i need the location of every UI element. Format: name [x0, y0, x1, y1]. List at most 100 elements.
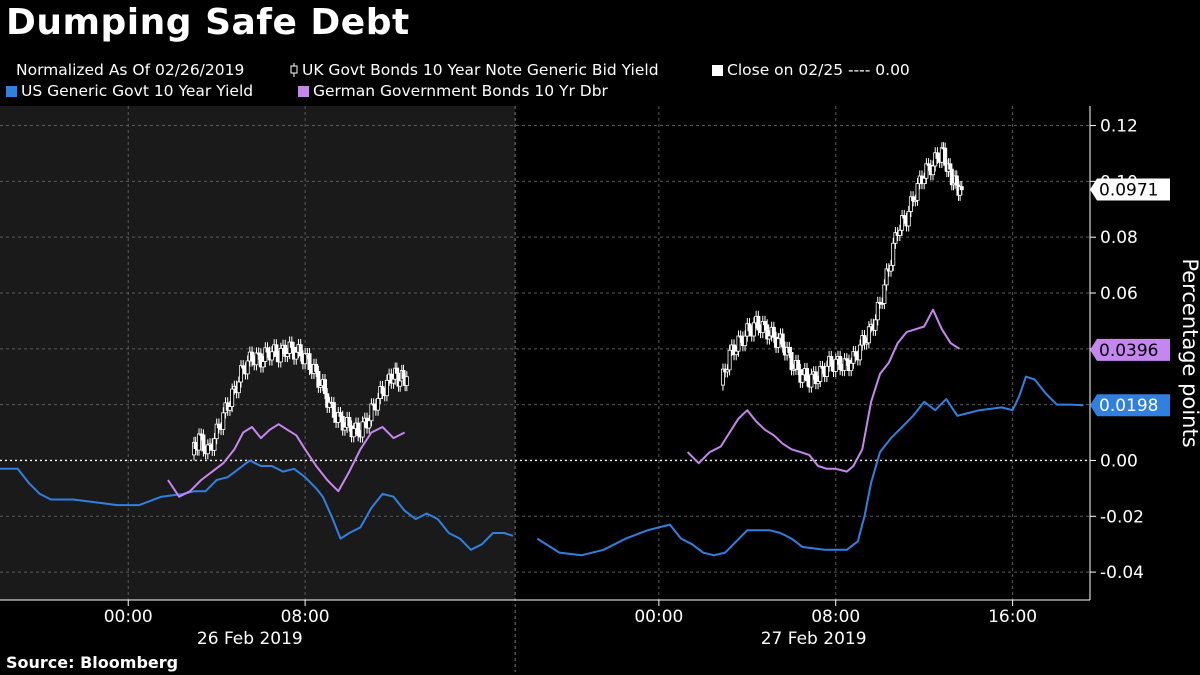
uk-candle-body	[935, 152, 940, 159]
uk-candle-body	[274, 344, 279, 357]
uk-candle-body	[221, 412, 226, 430]
uk-candle-body	[250, 351, 255, 362]
uk-candle-body	[949, 168, 954, 186]
legend-de: German Government Bonds 10 Yr Dbr	[298, 82, 608, 100]
uk-candle-body	[323, 379, 328, 395]
uk-candle-body	[367, 420, 372, 429]
uk-candle-body	[212, 438, 217, 451]
uk-candle-body	[844, 358, 849, 361]
uk-candle-body	[891, 242, 896, 266]
uk-candle-body	[389, 373, 394, 384]
uk-candle-body	[787, 346, 792, 353]
uk-candle-body	[331, 402, 336, 418]
uk-candle-body	[369, 403, 374, 422]
legend-us-label: US Generic Govt 10 Year Yield	[21, 82, 254, 100]
uk-candle-body	[732, 344, 737, 356]
uk-candle-body	[285, 353, 290, 357]
uk-candle-body	[875, 301, 880, 321]
uk-candle-body	[325, 393, 330, 408]
legend-uk: UK Govt Bonds 10 Year Note Generic Bid Y…	[289, 61, 659, 79]
uk-candle-body	[813, 371, 818, 385]
uk-candle-body	[214, 423, 219, 440]
uk-candle-body	[736, 335, 741, 352]
uk-candle-body	[913, 199, 918, 202]
legend-close-label: Close on 02/25 ---- 0.00	[727, 61, 910, 79]
uk-candle-body	[833, 358, 838, 372]
uk-candle-body	[196, 433, 201, 451]
uk-candle-body	[760, 321, 765, 333]
legend-normalized: Normalized As Of 02/26/2019	[16, 61, 244, 79]
y-axis-label: Percentage points	[1178, 258, 1200, 447]
uk-candle-body	[922, 177, 927, 185]
uk-candle-body	[265, 347, 270, 353]
uk-candle-body	[765, 324, 770, 340]
legend-normalized-label: Normalized As Of 02/26/2019	[16, 61, 245, 79]
uk-candle-body	[261, 361, 266, 368]
legend-close: Close on 02/25 ---- 0.00	[712, 61, 910, 79]
uk-candle-body	[829, 356, 834, 367]
uk-candle-body	[853, 351, 858, 357]
y-tick-label: 0.06	[1100, 284, 1138, 304]
uk-candle-body	[342, 426, 347, 431]
uk-candle-body	[931, 165, 936, 176]
uk-candle-body	[959, 186, 964, 191]
german-yield-line-0	[167, 423, 406, 498]
uk-candle-body	[800, 374, 805, 383]
uk-candle-body	[376, 398, 381, 411]
y-tick-label: 0.00	[1100, 451, 1138, 471]
uk-candle-body	[780, 333, 785, 348]
uk-candle-body	[873, 319, 878, 331]
uk-candle-body	[889, 264, 894, 272]
uk-candle-body	[230, 388, 235, 407]
source-note: Source: Bloomberg	[6, 653, 179, 672]
uk-candle-body	[767, 335, 772, 340]
uk-candle-body	[838, 355, 843, 370]
uk-candle-body	[258, 353, 263, 368]
uk-candle-body	[303, 353, 308, 365]
candlestick-icon	[290, 63, 298, 77]
uk-candle-body	[394, 367, 399, 374]
uk-candle-body	[236, 381, 241, 394]
uk-candle-body	[926, 163, 931, 166]
uk-candle-body	[743, 335, 748, 347]
uk-candle-body	[776, 338, 781, 348]
uk-candle-body	[720, 368, 725, 386]
uk-candle-body	[858, 344, 863, 361]
uk-candle-body	[278, 347, 283, 363]
uk-candle-body	[911, 196, 916, 202]
uk-candle-body	[939, 147, 944, 163]
uk-candle-body	[283, 344, 288, 357]
uk-candle-body	[316, 370, 321, 388]
uk-candle-body	[893, 232, 898, 244]
y-tick-label: -0.04	[1100, 563, 1144, 583]
uk-candle-body	[294, 351, 299, 360]
uk-candle-body	[789, 352, 794, 371]
uk-candle-body	[201, 434, 206, 452]
legend-uk-label: UK Govt Bonds 10 Year Note Generic Bid Y…	[302, 61, 659, 79]
uk-candle-body	[900, 215, 905, 231]
uk-candle-body	[751, 322, 756, 337]
uk-candle-body	[263, 347, 268, 362]
uk-candle-body	[906, 211, 911, 227]
uk-candle-body	[734, 350, 739, 356]
uk-candle-body	[771, 326, 776, 338]
uk-candle-body	[816, 381, 821, 385]
uk-candle-body	[882, 284, 887, 304]
uk-candle-body	[327, 401, 332, 408]
x-tick-label: 00:00	[104, 607, 153, 627]
x-date-label: 27 Feb 2019	[761, 629, 867, 649]
uk-candle-body	[245, 360, 250, 375]
x-tick-label: 00:00	[634, 607, 683, 627]
y-tick-label: 0.08	[1100, 228, 1138, 248]
uk-candle-body	[727, 349, 732, 371]
uk-candle-body	[241, 365, 246, 369]
legend-row-1: Normalized As Of 02/26/2019 UK Govt Bond…	[6, 61, 1186, 81]
german-last-value-tag-label: 0.0396	[1099, 341, 1158, 361]
uk-candle-body	[336, 412, 341, 423]
uk-candle-body	[391, 378, 396, 384]
x-tick-label: 08:00	[811, 607, 860, 627]
uk-candle-body	[298, 344, 303, 357]
legend-row-2: US Generic Govt 10 Year Yield German Gov…	[6, 82, 1186, 102]
uk-candle-body	[314, 363, 319, 372]
